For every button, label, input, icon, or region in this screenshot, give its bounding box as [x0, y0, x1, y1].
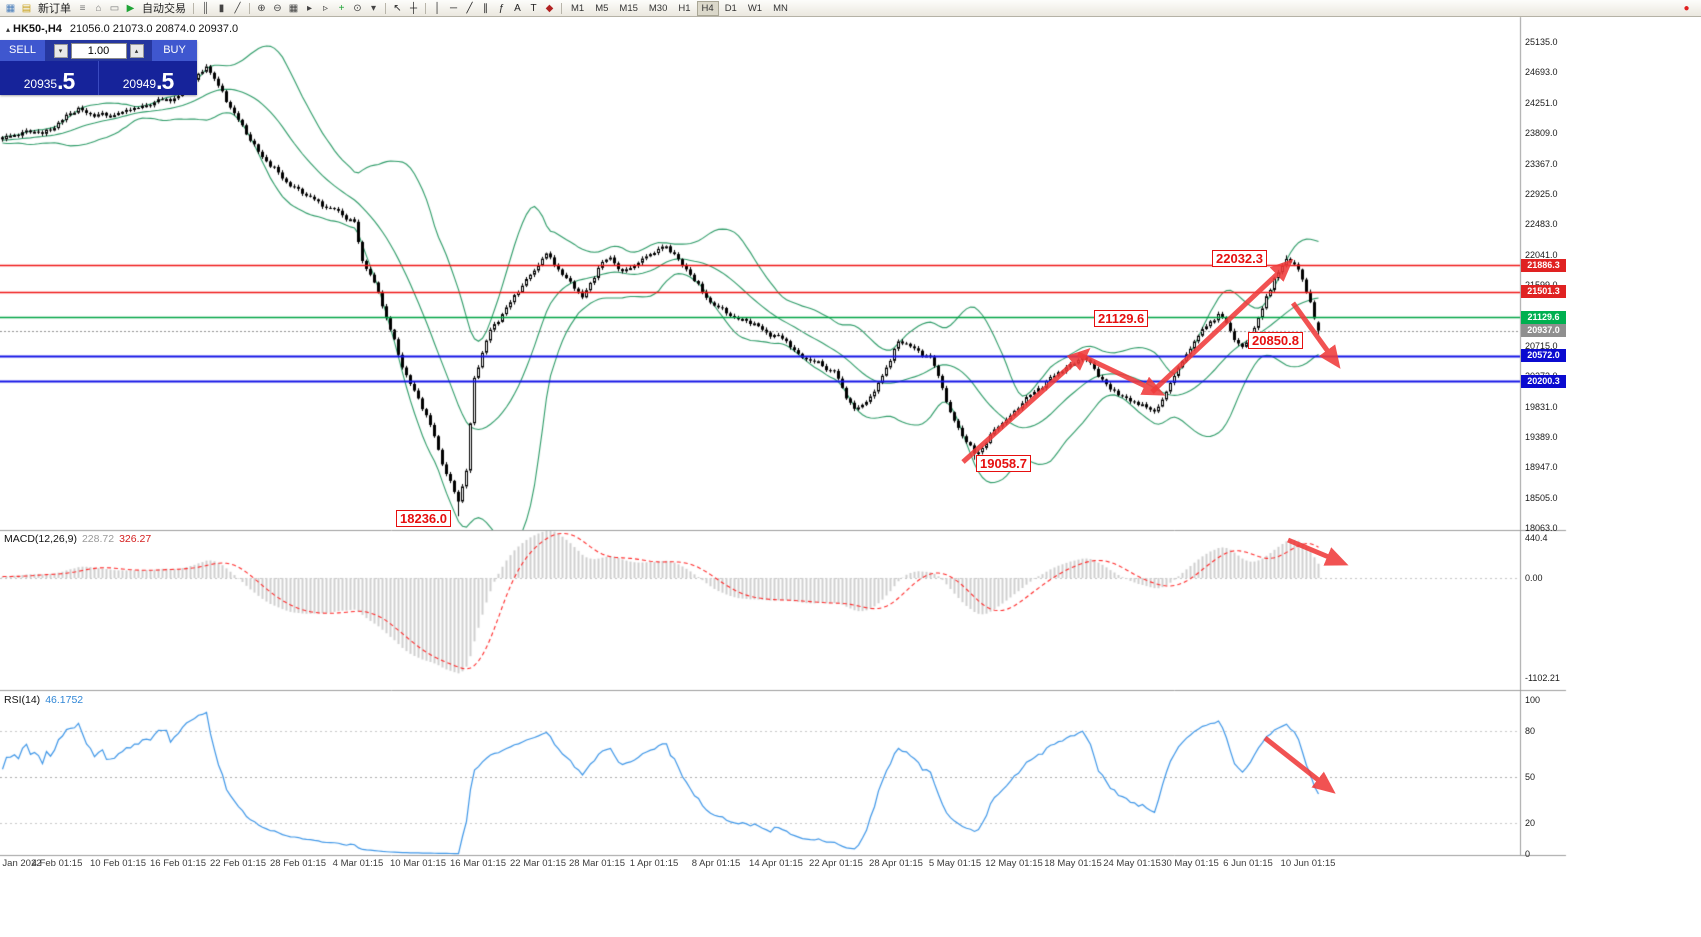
toolbar-separator [385, 2, 386, 14]
symbol-timeframe-label: HK50-,H4 [13, 23, 62, 35]
rsi-value: 46.1752 [45, 694, 84, 706]
cursor-icon[interactable]: ↖ [393, 2, 402, 14]
toolbar-right-group: ● [1679, 1, 1698, 16]
volume-increase-button[interactable]: ▴ [129, 43, 144, 58]
price-annotation-label[interactable]: 20850.8 [1248, 332, 1303, 349]
bar-chart-icon[interactable]: ║ [201, 2, 210, 14]
community-record-icon[interactable]: ● [1683, 2, 1690, 14]
new-chart-icon[interactable]: ▦ [5, 2, 16, 14]
one-click-trading-panel: SELL ▾ 1.00 ▴ BUY 20935.5 20949.5 [0, 40, 197, 95]
timeframe-m30[interactable]: M30 [648, 2, 668, 14]
channel-icon[interactable]: ∥ [483, 2, 488, 14]
new-order-button-label[interactable]: 新订单 [38, 3, 71, 15]
timeframe-d1[interactable]: D1 [724, 2, 737, 14]
arrows-tool-icon[interactable]: ◆ [545, 2, 554, 14]
auto-trading-button-label[interactable]: 自动交易 [142, 3, 186, 15]
label-icon[interactable]: T [530, 2, 537, 14]
auto-scroll-icon[interactable]: ▸ [306, 2, 313, 14]
line-chart-icon[interactable]: ╱ [234, 2, 241, 14]
new-order-button[interactable]: ▤ [21, 2, 32, 14]
market-watch-icon[interactable]: ≡ [79, 2, 86, 14]
templates-icon[interactable]: ▾ [370, 2, 377, 14]
trendline-icon[interactable]: ╱ [466, 2, 473, 14]
timeframe-mn[interactable]: MN [773, 2, 788, 14]
periods-icon[interactable]: ⊙ [353, 2, 362, 14]
main-toolbar: ▦ ▤ 新订单 ≡ ⌂ ▭ ▶ 自动交易 ║ ▮ ╱ ⊕ ⊖ ▦ ▸ ▹ + ⊙ ▾ ↖ ┼ │ ─ ╱ ∥ ƒ A T ◆ M1 M5 M1… [0, 0, 1701, 17]
chart-shift-icon[interactable]: ▹ [322, 2, 329, 14]
buy-price-frac: .5 [156, 68, 174, 94]
chart-header: ▴ HK50-,H4 21056.0 21073.0 20874.0 20937.0 [6, 23, 238, 35]
text-icon[interactable]: A [514, 2, 521, 14]
buy-price-display[interactable]: 20949.5 [99, 61, 197, 95]
horizontal-line-icon[interactable]: ─ [449, 2, 458, 14]
zoom-in-icon[interactable]: ⊕ [257, 2, 266, 14]
sell-price-main: 20935 [23, 77, 58, 91]
price-annotation-label[interactable]: 19058.7 [976, 455, 1031, 472]
candlestick-chart-icon[interactable]: ▮ [218, 2, 225, 14]
tile-windows-icon[interactable]: ▦ [288, 2, 299, 14]
sell-price-frac: .5 [57, 68, 75, 94]
timeframe-h4[interactable]: H4 [696, 0, 719, 16]
macd-indicator-label: MACD(12,26,9) 228.72 326.27 [4, 533, 151, 545]
rsi-name: RSI(14) [4, 694, 41, 706]
buy-button[interactable]: BUY [152, 40, 197, 61]
price-annotation-label[interactable]: 22032.3 [1212, 250, 1267, 267]
macd-main-value: 228.72 [81, 533, 115, 545]
timeframe-m15[interactable]: M15 [619, 2, 638, 14]
timeframe-h1[interactable]: H1 [678, 2, 691, 14]
toolbar-separator [561, 2, 562, 14]
sell-price-display[interactable]: 20935.5 [0, 61, 99, 95]
timeframe-w1[interactable]: W1 [747, 2, 763, 14]
volume-input[interactable]: 1.00 [70, 42, 127, 59]
navigator-icon[interactable]: ⌂ [95, 2, 102, 14]
zoom-out-icon[interactable]: ⊖ [273, 2, 282, 14]
indicators-add-icon[interactable]: + [338, 2, 345, 14]
timeframe-m1[interactable]: M1 [571, 2, 585, 14]
buy-price-main: 20949 [122, 77, 157, 91]
terminal-icon[interactable]: ▭ [109, 2, 120, 14]
sell-button[interactable]: SELL [0, 40, 45, 61]
macd-name: MACD(12,26,9) [4, 533, 77, 545]
timeframe-m5[interactable]: M5 [595, 2, 609, 14]
chart-collapse-icon[interactable]: ▴ [6, 25, 11, 34]
price-annotation-label[interactable]: 18236.0 [396, 510, 451, 527]
volume-stepper: ▾ 1.00 ▴ [45, 40, 152, 61]
toolbar-left-group: ▦ ▤ 新订单 ≡ ⌂ ▭ ▶ 自动交易 ║ ▮ ╱ ⊕ ⊖ ▦ ▸ ▹ + ⊙ ▾ ↖ ┼ │ ─ ╱ ∥ ƒ A T ◆ M1 M5 M1… [3, 0, 793, 16]
toolbar-separator [249, 2, 250, 14]
macd-signal-value: 326.27 [119, 533, 152, 545]
crosshair-icon[interactable]: ┼ [409, 2, 418, 14]
rsi-indicator-label: RSI(14) 46.1752 [4, 694, 83, 706]
vertical-line-icon[interactable]: │ [434, 2, 441, 14]
fibonacci-icon[interactable]: ƒ [498, 2, 505, 14]
price-annotation-label[interactable]: 21129.6 [1094, 310, 1149, 327]
auto-trading-button[interactable]: ▶ [126, 2, 135, 14]
ohlc-readout: 21056.0 21073.0 20874.0 20937.0 [69, 23, 239, 35]
toolbar-separator [193, 2, 194, 14]
toolbar-separator [425, 2, 426, 14]
volume-decrease-button[interactable]: ▾ [53, 43, 68, 58]
